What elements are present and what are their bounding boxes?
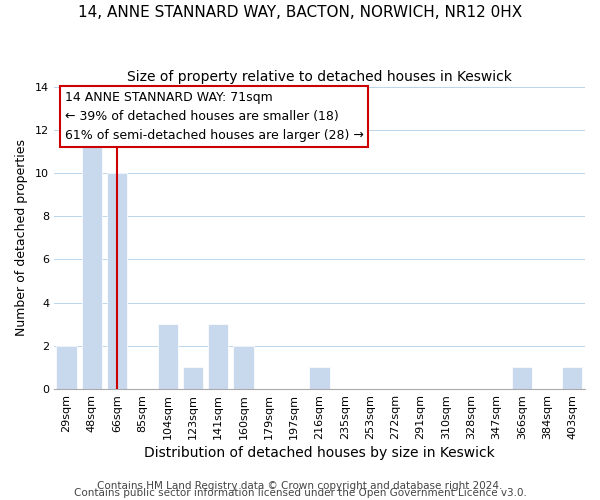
Bar: [208, 324, 229, 389]
Text: 14 ANNE STANNARD WAY: 71sqm
← 39% of detached houses are smaller (18)
61% of sem: 14 ANNE STANNARD WAY: 71sqm ← 39% of det…: [65, 91, 364, 142]
Bar: [82, 130, 102, 389]
Text: Contains HM Land Registry data © Crown copyright and database right 2024.: Contains HM Land Registry data © Crown c…: [97, 481, 503, 491]
Bar: [183, 368, 203, 389]
Bar: [562, 368, 583, 389]
Y-axis label: Number of detached properties: Number of detached properties: [15, 140, 28, 336]
Bar: [107, 173, 127, 389]
Bar: [233, 346, 254, 389]
Bar: [158, 324, 178, 389]
Text: 14, ANNE STANNARD WAY, BACTON, NORWICH, NR12 0HX: 14, ANNE STANNARD WAY, BACTON, NORWICH, …: [78, 5, 522, 20]
Bar: [512, 368, 532, 389]
Title: Size of property relative to detached houses in Keswick: Size of property relative to detached ho…: [127, 70, 512, 84]
X-axis label: Distribution of detached houses by size in Keswick: Distribution of detached houses by size …: [144, 446, 495, 460]
Bar: [310, 368, 329, 389]
Text: Contains public sector information licensed under the Open Government Licence v3: Contains public sector information licen…: [74, 488, 526, 498]
Bar: [56, 346, 77, 389]
